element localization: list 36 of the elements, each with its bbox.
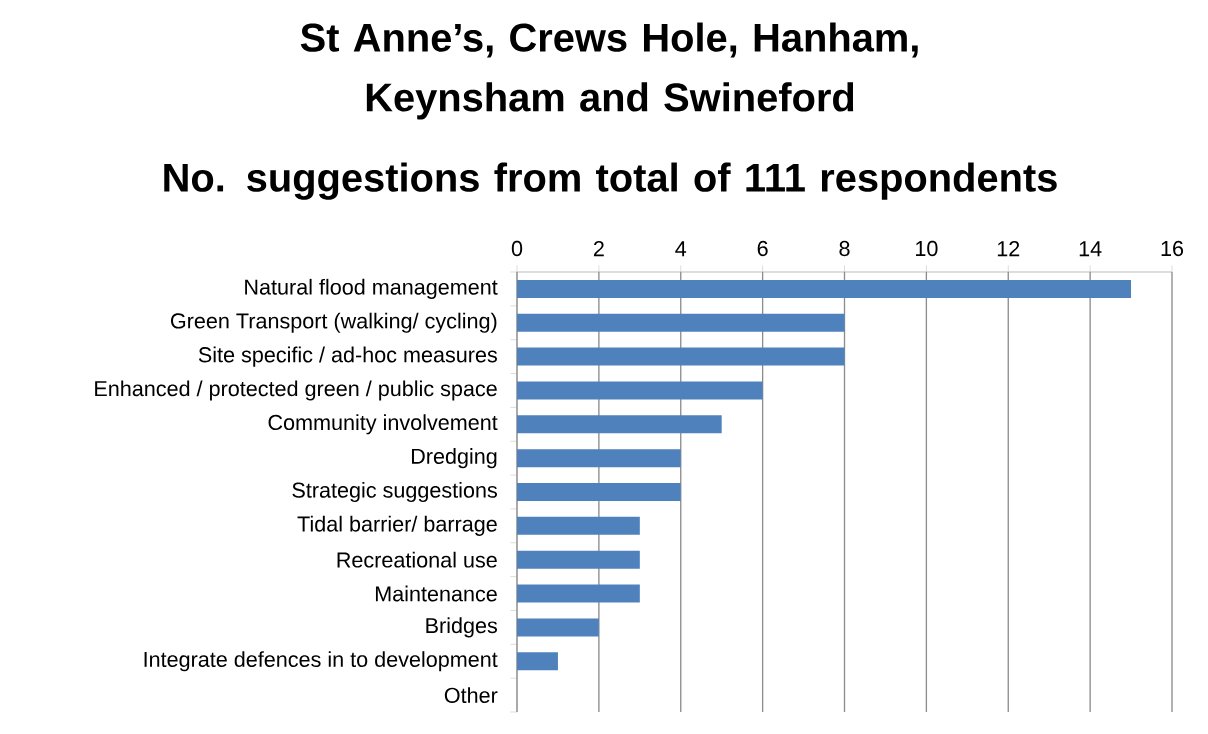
y-tick-label: Recreational use: [337, 551, 497, 568]
y-tick-label: Tidal barrier/ barrage: [297, 515, 497, 536]
y-tick-label: Integrate defences in to development: [144, 651, 498, 672]
bar: [517, 415, 722, 434]
bar: [517, 652, 558, 671]
bar: [517, 483, 681, 501]
x-tick-label: 14: [1079, 241, 1102, 257]
y-tick-label: Natural flood management: [245, 278, 498, 299]
x-tick-label: 6: [757, 240, 768, 257]
y-tick-label: Green Transport (walking/ cycling): [171, 312, 497, 333]
bar: [517, 449, 681, 468]
chart-subtitle: No. suggestions from total of 111 respondents: [164, 162, 1057, 200]
x-tick-label: 4: [675, 241, 687, 257]
bar: [517, 313, 845, 332]
bar: [517, 550, 640, 569]
x-tick-label: 8: [839, 240, 850, 257]
bar: [517, 618, 599, 637]
y-tick-label: Bridges: [426, 617, 498, 638]
y-tick-label: Other: [444, 687, 498, 704]
y-tick-label: Site specific / ad-hoc measures: [198, 346, 497, 367]
x-tick-label: 16: [1161, 240, 1184, 257]
bar: [517, 279, 1132, 298]
x-tick-label: 0: [511, 240, 523, 257]
y-tick-label: Strategic suggestions: [292, 481, 497, 503]
bar: [517, 347, 845, 366]
bar: [517, 584, 640, 603]
chart-title: St Anne’s, Crews Hole, Hanham, Keynsham and Swineford: [300, 22, 918, 120]
bar: [517, 516, 640, 535]
bar: [517, 381, 763, 400]
x-tick-label: 10: [916, 240, 938, 257]
y-tick-label: Dredging: [411, 448, 497, 469]
x-tick-label: 12: [997, 241, 1020, 257]
x-tick-label: 2: [593, 241, 604, 257]
y-tick-label: Maintenance: [375, 585, 497, 602]
y-tick-label: Community involvement: [268, 414, 498, 435]
y-tick-label: Enhanced / protected green / public space: [95, 380, 497, 401]
